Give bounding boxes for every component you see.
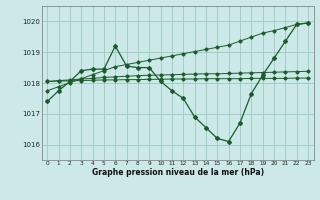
- X-axis label: Graphe pression niveau de la mer (hPa): Graphe pression niveau de la mer (hPa): [92, 168, 264, 177]
